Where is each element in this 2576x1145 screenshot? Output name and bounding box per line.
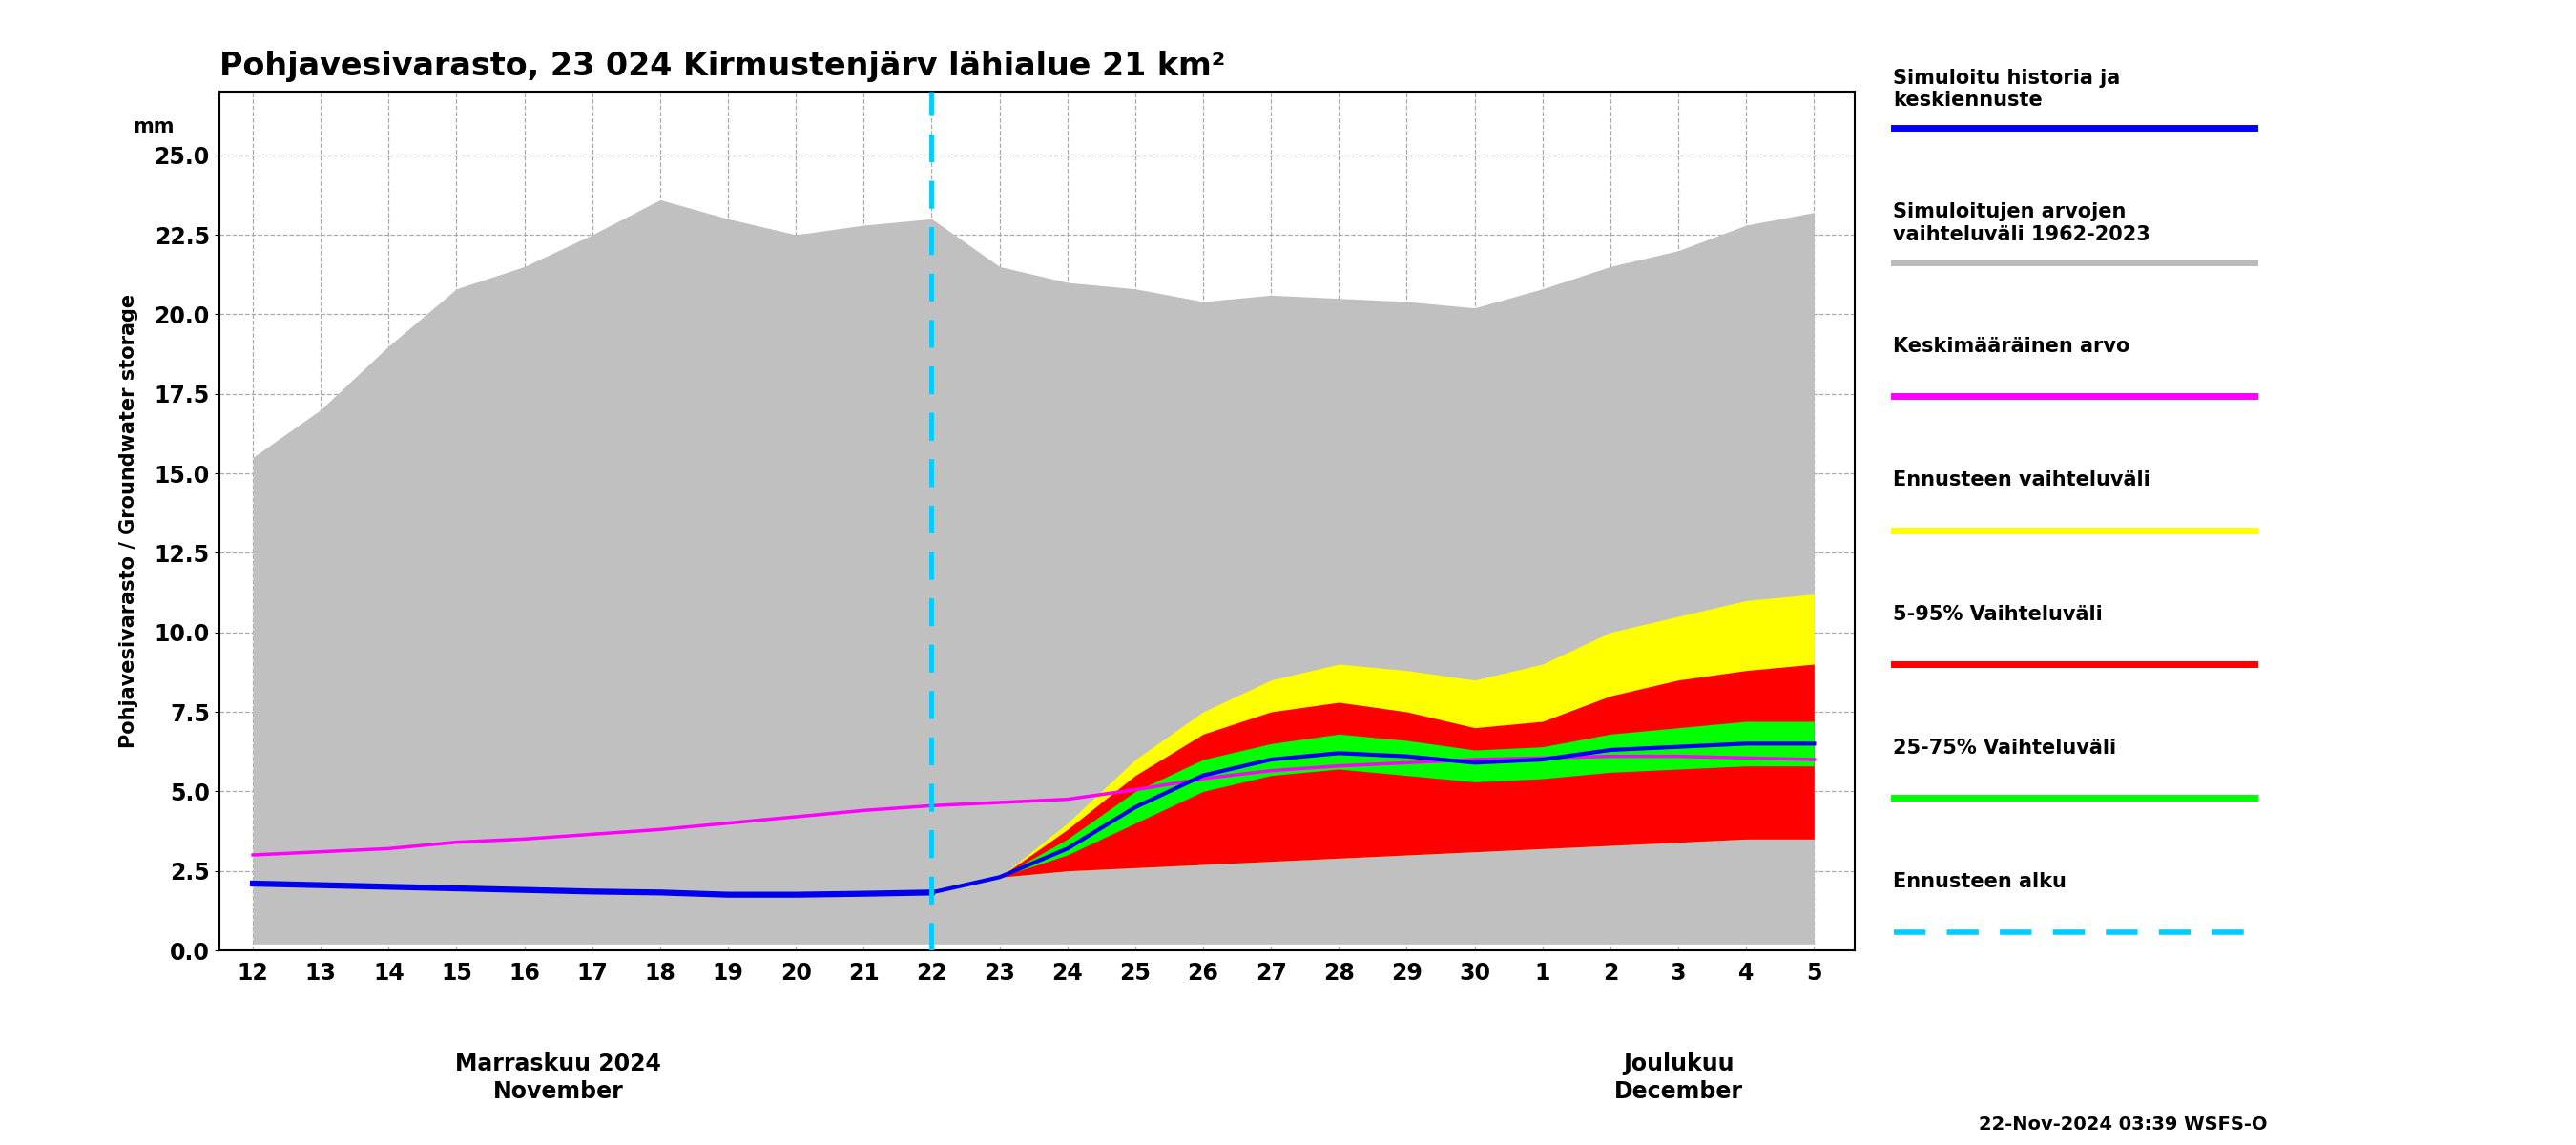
- Text: Ennusteen alku: Ennusteen alku: [1893, 872, 2066, 892]
- Text: mm: mm: [134, 117, 175, 136]
- Text: Simuloitu historia ja
keskiennuste: Simuloitu historia ja keskiennuste: [1893, 69, 2120, 110]
- Text: Keskimääräinen arvo: Keskimääräinen arvo: [1893, 337, 2130, 356]
- Text: Pohjavesivarasto / Groundwater storage: Pohjavesivarasto / Groundwater storage: [118, 294, 139, 748]
- Text: 5-95% Vaihteluväli: 5-95% Vaihteluväli: [1893, 605, 2102, 624]
- Text: Marraskuu 2024
November: Marraskuu 2024 November: [456, 1052, 662, 1104]
- Text: Simuloitujen arvojen
vaihteluväli 1962-2023: Simuloitujen arvojen vaihteluväli 1962-2…: [1893, 203, 2151, 244]
- Text: 25-75% Vaihteluväli: 25-75% Vaihteluväli: [1893, 739, 2117, 758]
- Text: Pohjavesivarasto, 23 024 Kirmustenjärv lähialue 21 km²: Pohjavesivarasto, 23 024 Kirmustenjärv l…: [219, 50, 1226, 82]
- Text: Joulukuu
December: Joulukuu December: [1613, 1052, 1741, 1104]
- Text: 22-Nov-2024 03:39 WSFS-O: 22-Nov-2024 03:39 WSFS-O: [1978, 1115, 2267, 1134]
- Text: Ennusteen vaihteluväli: Ennusteen vaihteluväli: [1893, 471, 2151, 490]
